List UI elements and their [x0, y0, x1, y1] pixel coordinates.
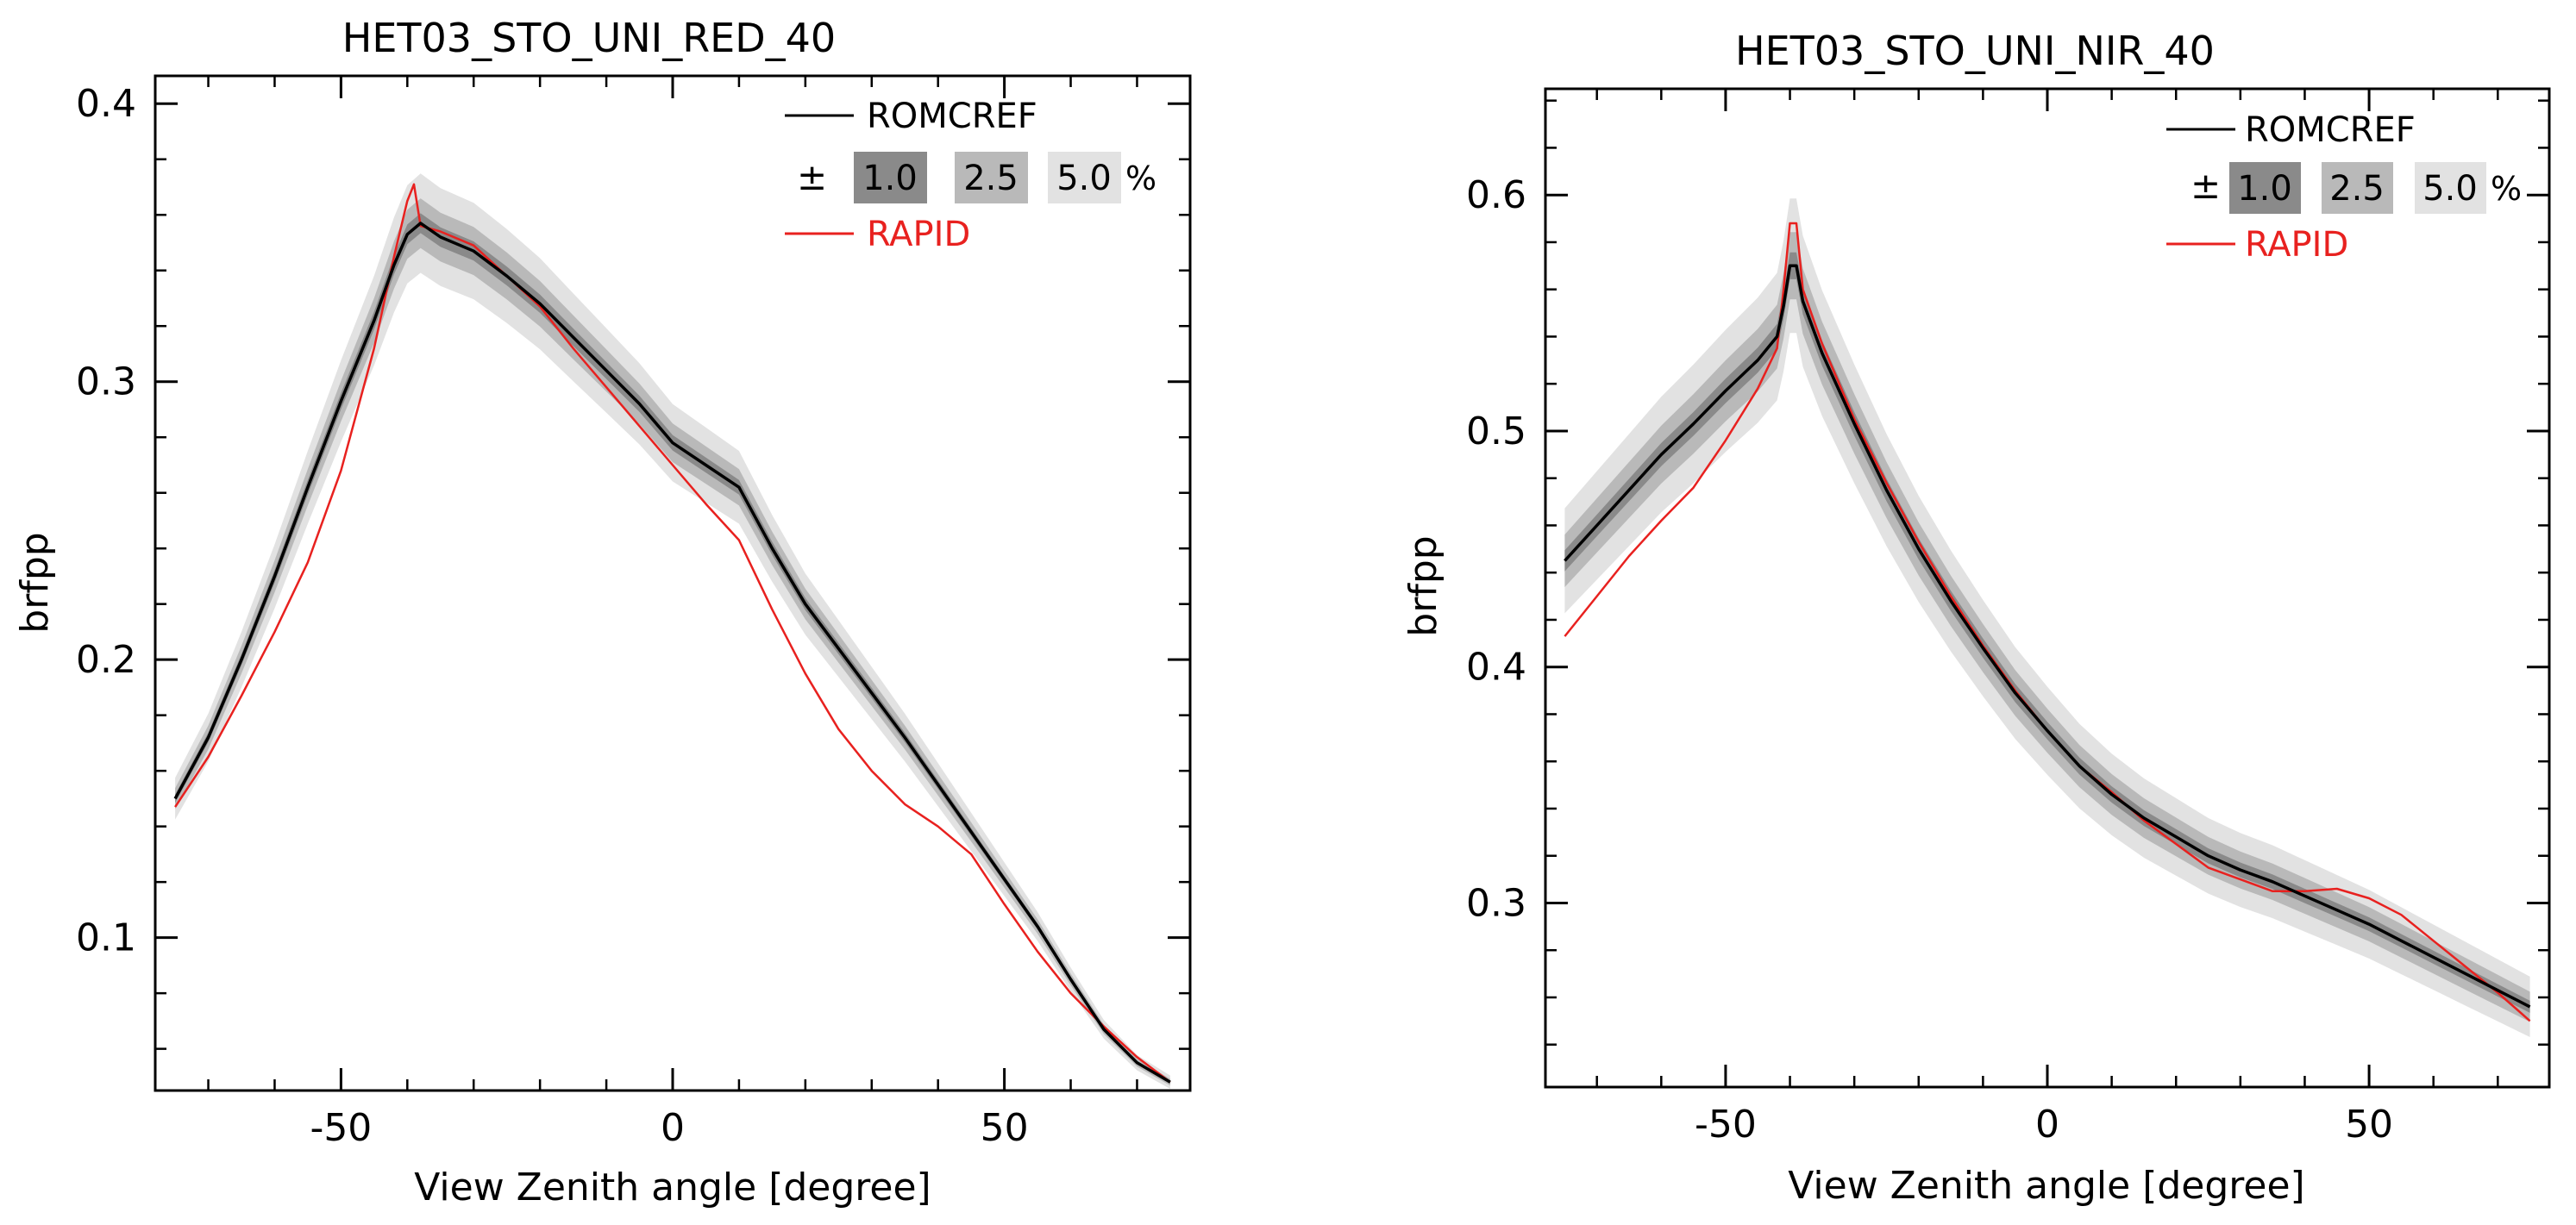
legend-model-label: RAPID — [2245, 225, 2348, 265]
y-tick-label: 0.5 — [1466, 409, 1526, 453]
chart-red: HET03_STO_UNI_RED_40 -50 0 500.10.20.30.4 … — [13, 15, 1192, 1209]
series-lines — [173, 183, 1171, 1084]
plot-frame — [154, 74, 1192, 1092]
legend-band-2-label: 2.5 — [2329, 169, 2385, 209]
legend-band-1-swatch — [2229, 162, 2301, 214]
legend-pm-symbol: ± — [2191, 165, 2221, 207]
chart-title: HET03_STO_UNI_RED_40 — [342, 15, 836, 61]
x-tick-label: -50 — [310, 1106, 372, 1150]
series-line-romcref — [173, 222, 1171, 1084]
x-tick-label: 50 — [981, 1106, 1029, 1150]
legend-band-3-label: 5.0 — [2422, 169, 2478, 209]
y-tick-label: 0.6 — [1466, 173, 1526, 217]
legend-band-2-label: 2.5 — [963, 159, 1018, 198]
y-tick-label: 0.1 — [76, 916, 136, 960]
x-tick-label: 0 — [2035, 1103, 2059, 1147]
series-lines — [1564, 222, 2531, 1022]
legend: ROMCREF ± 1.0 2.5 5.0 % RAPID — [2166, 110, 2522, 265]
uncertainty-band-5-percent — [175, 173, 1170, 1090]
chart-title: HET03_STO_UNI_NIR_40 — [1735, 28, 2215, 74]
y-axis-label: brfpp — [13, 532, 57, 633]
tick-labels: -50 0 50 0.1 0.2 0.3 0.4 — [76, 82, 1029, 1150]
x-tick-label: 0 — [661, 1106, 685, 1150]
legend-ref-label: ROMCREF — [2245, 110, 2416, 150]
series-line-romcref — [1564, 264, 2531, 1009]
legend-band-1-swatch — [854, 152, 927, 203]
y-tick-label: 0.4 — [1466, 646, 1526, 690]
uncertainty-band-1-percent — [175, 213, 1170, 1084]
legend-band-1-label: 1.0 — [2237, 169, 2292, 209]
uncertainty-band-2-5-percent — [175, 198, 1170, 1086]
y-tick-label: 0.3 — [76, 360, 136, 404]
y-axis-label: brfpp — [1401, 535, 1445, 636]
legend-percent-symbol: % — [2491, 170, 2522, 208]
y-tick-label: 0.3 — [1466, 881, 1526, 925]
y-tick-label: 0.4 — [76, 82, 136, 126]
axis-ticks — [1545, 89, 2549, 1087]
legend-ref-label: ROMCREF — [867, 97, 1037, 136]
y-tick-label: 0.2 — [76, 638, 136, 682]
chart-nir: HET03_STO_UNI_NIR_40 -50 0 500.30.40.50.6 … — [1401, 28, 2551, 1208]
legend-percent-symbol: % — [1125, 159, 1156, 197]
legend-band-3-swatch — [1048, 152, 1121, 203]
tick-labels: -50 0 50 0.3 0.4 0.5 0.6 — [1466, 173, 2393, 1147]
series-line-rapid — [174, 183, 1171, 1084]
legend-band-2-swatch — [2322, 162, 2393, 214]
legend-band-1-label: 1.0 — [862, 159, 918, 198]
uncertainty-band-5-percent — [1564, 198, 2530, 1038]
legend-band-3-label: 5.0 — [1056, 159, 1112, 198]
legend: ROMCREF ± 1.0 2.5 5.0 % RAPID — [785, 97, 1156, 254]
legend-band-2-swatch — [955, 152, 1028, 203]
uncertainty-band-2-5-percent — [1564, 232, 2530, 1022]
uncertainty-bands — [175, 173, 1170, 1090]
legend-band-3-swatch — [2415, 162, 2486, 214]
legend-pm-symbol: ± — [797, 156, 827, 198]
x-tick-label: 50 — [2345, 1103, 2393, 1147]
legend-model-label: RAPID — [867, 215, 970, 254]
x-axis-label: View Zenith angle [degree] — [414, 1166, 931, 1209]
x-tick-label: -50 — [1695, 1103, 1757, 1147]
x-axis-label: View Zenith angle [degree] — [1788, 1164, 2304, 1208]
axis-ticks — [155, 76, 1190, 1091]
uncertainty-bands — [1564, 198, 2530, 1038]
